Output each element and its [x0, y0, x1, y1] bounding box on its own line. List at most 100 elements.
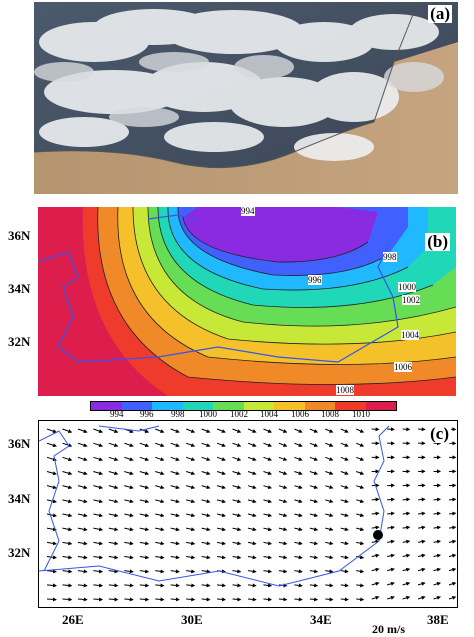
wind-vector-arrow — [325, 585, 332, 586]
wind-vector-arrow — [140, 599, 148, 600]
wind-vector-arrow — [78, 528, 87, 530]
wind-vector-arrow — [372, 499, 379, 500]
wind-vector-arrow — [140, 528, 148, 530]
wind-vector-arrow — [294, 585, 301, 586]
wind-vector-arrow — [434, 569, 441, 571]
wind-vector-arrow — [434, 597, 441, 599]
wind-vector-arrow — [449, 499, 455, 500]
wind-vector-arrow — [310, 500, 317, 502]
contour-label: 998 — [383, 252, 397, 262]
wind-vector-arrow — [124, 557, 133, 558]
wind-vector-arrow — [186, 443, 194, 446]
wind-vector-arrow — [62, 429, 71, 432]
wind-vector-arrow — [202, 429, 210, 432]
wind-vector-arrow — [263, 571, 271, 572]
wind-vector-arrow — [279, 500, 287, 502]
wind-vector-arrow — [418, 513, 425, 514]
lon-label-26e: 26E — [62, 612, 84, 628]
wind-vector-arrow — [310, 429, 317, 432]
wind-vector-arrow — [47, 486, 56, 488]
wind-vector-arrow — [248, 585, 256, 586]
wind-vector-arrow — [372, 555, 379, 556]
wind-vector-arrow — [294, 429, 301, 432]
wind-vector-arrow — [186, 585, 194, 586]
wind-vector-arrow — [140, 500, 148, 502]
wind-vector-arrow — [124, 472, 133, 475]
wind-vector-arrow — [233, 500, 241, 502]
colorbar-tick: 998 — [171, 409, 185, 419]
contour-label: 1002 — [402, 295, 420, 305]
wind-vector-arrow — [294, 599, 301, 600]
wind-vector-arrow — [387, 597, 394, 599]
wind-vector-arrow — [356, 429, 363, 432]
wind-vector-arrow — [356, 571, 363, 572]
wind-vector-arrow — [248, 457, 256, 460]
wind-vector-arrow — [140, 486, 148, 488]
wind-vector-arrow — [449, 513, 455, 514]
wind-vector-arrow — [155, 571, 163, 572]
wind-vector-arrow — [279, 571, 287, 572]
wind-vector-arrow — [62, 472, 71, 475]
wind-vector-arrow — [171, 429, 179, 432]
wind-vector-arrow — [233, 585, 241, 586]
wind-vector-arrow — [233, 542, 241, 543]
wind-vector-arrow — [248, 557, 256, 558]
wind-vector-arrow — [78, 443, 87, 446]
wind-vector-arrow — [387, 583, 394, 585]
wind-vector-arrow — [217, 542, 225, 543]
wind-vector-arrow — [263, 528, 271, 530]
colorbar-tick: 1008 — [321, 409, 339, 419]
wind-vector-arrow — [140, 514, 148, 516]
wind-vector-arrow — [279, 514, 287, 516]
wind-vector-arrow — [217, 528, 225, 530]
colorbar-tick: 1006 — [291, 409, 309, 419]
wind-vector-arrow — [403, 527, 410, 528]
wind-vector-arrow — [403, 513, 410, 514]
wind-vector-arrow — [109, 571, 118, 572]
wind-vector-arrow — [248, 528, 256, 530]
wind-vector-arrow — [341, 443, 348, 446]
wind-vector-arrow — [372, 583, 379, 585]
wind-vector-arrow — [217, 486, 225, 488]
wind-vector-arrow — [434, 513, 441, 514]
wind-vector-arrow — [93, 443, 102, 446]
wind-vector-arrow — [202, 585, 210, 586]
wind-vector-arrow — [47, 542, 56, 543]
location-marker — [373, 530, 383, 540]
wind-vector-arrow — [155, 528, 163, 530]
wind-vector-arrow — [263, 429, 271, 432]
wind-vector-arrow — [294, 528, 301, 530]
wind-vector-arrow — [155, 443, 163, 446]
wind-vector-arrow — [356, 542, 363, 543]
colorbar-tick: 996 — [140, 409, 154, 419]
wind-vector-arrow — [140, 443, 148, 446]
wind-vector-arrow — [310, 486, 317, 488]
wind-vector-arrow — [202, 472, 210, 475]
wind-vector-arrow — [387, 499, 394, 500]
wind-vector-arrow — [171, 528, 179, 530]
wind-vector-arrow — [202, 542, 210, 543]
lon-label-34e: 34E — [310, 612, 332, 628]
wind-vector-arrow — [294, 542, 301, 543]
colorbar-swatch — [366, 402, 397, 410]
wind-vector-arrow — [78, 571, 87, 572]
wind-vector-arrow — [78, 542, 87, 543]
wind-vector-arrow — [186, 486, 194, 488]
wind-vector-arrow — [310, 514, 317, 516]
wind-vector-arrow — [47, 571, 56, 572]
wind-vector-arrow — [109, 486, 118, 488]
wind-vector-arrow — [387, 555, 394, 556]
contour-label: 1004 — [401, 330, 419, 340]
colorbar-tick: 1002 — [230, 409, 248, 419]
wind-vector-arrow — [449, 541, 455, 542]
wind-vector-arrow — [403, 583, 410, 585]
wind-vector-arrow — [248, 571, 256, 572]
wind-vector-arrow — [263, 585, 271, 586]
wind-vector-arrow — [279, 542, 287, 543]
wind-vector-arrow — [325, 514, 332, 516]
wind-vector-arrow — [78, 486, 87, 488]
wind-vector-arrow — [248, 599, 256, 600]
satellite-image — [34, 2, 458, 194]
wind-vector-arrow — [233, 514, 241, 516]
wind-vector-arrow — [62, 514, 71, 516]
